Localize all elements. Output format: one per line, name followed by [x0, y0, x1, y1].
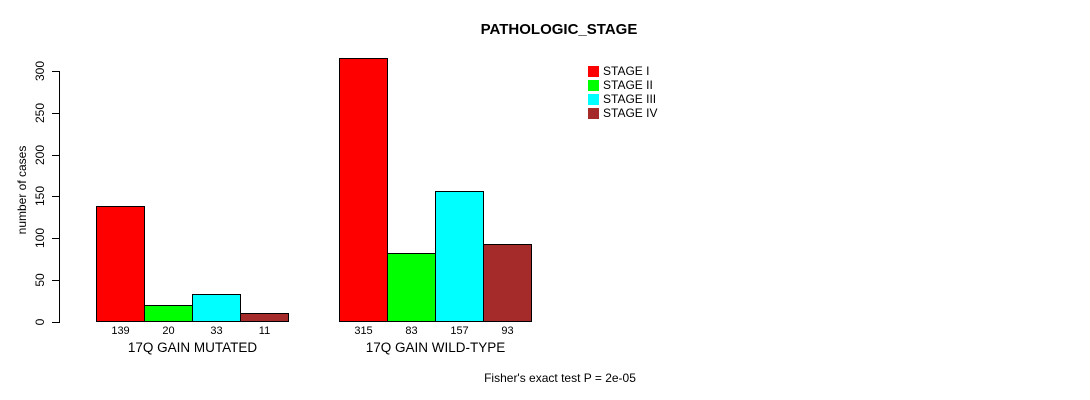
- legend: STAGE I STAGE II STAGE III STAGE IV: [588, 64, 657, 120]
- bar-value-label: 33: [210, 325, 223, 337]
- legend-swatch-stage-ii: [588, 79, 599, 91]
- bar-stage-ii-17q-gain-mutated: [144, 305, 193, 322]
- bar-value-label: 11: [258, 325, 271, 337]
- y-tick-label: 150: [33, 185, 47, 207]
- legend-swatch-stage-i: [588, 65, 599, 77]
- y-axis-tick: [52, 155, 59, 156]
- bar-value-label: 20: [162, 325, 175, 337]
- y-tick-label: 0: [33, 318, 47, 326]
- bar-value-label: 315: [354, 325, 373, 337]
- y-axis-tick: [52, 322, 59, 323]
- bar-value-label: 139: [111, 325, 130, 337]
- legend-item-stage-i: STAGE I: [588, 64, 657, 78]
- y-axis-tick: [52, 280, 59, 281]
- legend-item-label: STAGE IV: [603, 106, 658, 120]
- bar-stage-iii-17q-gain-mutated: [192, 294, 241, 322]
- bar-value-label: 157: [450, 325, 469, 337]
- bar-stage-iv-17q-gain-wild-type: [483, 244, 532, 322]
- bar-stage-ii-17q-gain-wild-type: [387, 253, 436, 322]
- legend-item-stage-iii: STAGE III: [588, 92, 657, 106]
- y-tick-label: 50: [33, 273, 47, 287]
- bar-stage-i-17q-gain-mutated: [96, 206, 145, 322]
- chart-title: PATHOLOGIC_STAGE: [480, 21, 638, 38]
- y-axis-tick: [52, 196, 59, 197]
- group-label-17q-gain-wild-type: 17Q GAIN WILD-TYPE: [365, 340, 506, 355]
- legend-item-stage-iv: STAGE IV: [588, 106, 657, 120]
- legend-swatch-stage-iii: [588, 93, 599, 105]
- bar-value-label: 93: [501, 325, 514, 337]
- legend-swatch-stage-iv: [588, 107, 599, 119]
- y-tick-label: 250: [33, 102, 47, 124]
- group-label-17q-gain-mutated: 17Q GAIN MUTATED: [127, 340, 258, 355]
- y-axis-line: [59, 71, 60, 323]
- legend-item-label: STAGE III: [603, 92, 657, 106]
- bar-value-label: 83: [405, 325, 418, 337]
- legend-item-label: STAGE I: [603, 64, 650, 78]
- bar-stage-iii-17q-gain-wild-type: [435, 191, 484, 322]
- legend-item-label: STAGE II: [603, 78, 653, 92]
- bar-stage-iv-17q-gain-mutated: [240, 313, 289, 322]
- y-tick-label: 100: [33, 227, 47, 249]
- bar-stage-i-17q-gain-wild-type: [339, 58, 388, 322]
- y-tick-label: 300: [33, 60, 47, 82]
- y-axis-tick: [52, 71, 59, 72]
- legend-item-stage-ii: STAGE II: [588, 78, 657, 92]
- y-axis-tick: [52, 113, 59, 114]
- y-axis-label: number of cases: [15, 145, 29, 235]
- y-tick-label: 200: [33, 144, 47, 166]
- fisher-test-result: Fisher's exact test P = 2e-05: [484, 371, 636, 385]
- y-axis-tick: [52, 238, 59, 239]
